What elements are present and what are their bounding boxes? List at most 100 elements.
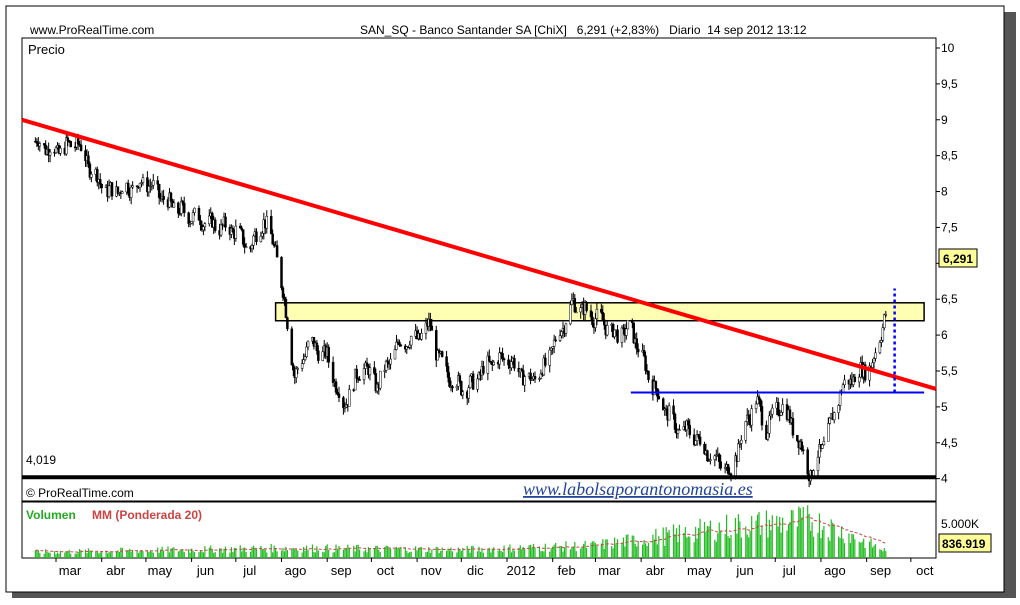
candle-body: [100, 184, 103, 189]
candle-body: [841, 384, 845, 393]
candle-body: [863, 364, 867, 381]
candle-body: [492, 361, 495, 366]
candle-body: [241, 229, 245, 245]
candle-body: [595, 309, 599, 320]
candle-body: [754, 403, 758, 409]
candle-body: [779, 412, 783, 416]
candle-body: [219, 223, 223, 236]
candle-body: [688, 424, 692, 436]
candle-body: [881, 327, 885, 341]
candle-body: [110, 182, 114, 197]
candle-body: [408, 344, 411, 348]
candle-body: [271, 233, 274, 245]
candle-body: [502, 358, 506, 361]
time-tick-label: may: [148, 563, 173, 578]
candle-body: [558, 335, 562, 341]
candle-body: [806, 449, 809, 475]
candle-body: [636, 348, 640, 353]
candle-body: [409, 335, 413, 346]
candle-body: [107, 185, 111, 197]
candle-body: [632, 322, 636, 344]
candle-body: [821, 444, 824, 449]
last-volume-label: 836.919: [942, 537, 986, 551]
candle-body: [131, 185, 134, 188]
candle-body: [180, 200, 183, 214]
candle-body: [199, 220, 202, 225]
candle-body: [280, 256, 283, 289]
candle-body: [379, 370, 382, 389]
time-tick-label: mar: [59, 563, 82, 578]
candle-body: [348, 389, 351, 407]
candle-body: [35, 141, 39, 144]
candle-body: [560, 331, 563, 337]
candle-body: [327, 346, 330, 363]
candle-body: [585, 302, 588, 312]
candle-body: [878, 342, 882, 354]
candle-body: [240, 227, 243, 230]
candle-body: [48, 151, 52, 156]
candle-body: [468, 375, 472, 389]
candle-body: [687, 420, 690, 426]
support-label: 4,019: [26, 453, 56, 467]
candle-body: [548, 349, 551, 366]
price-tick-label: 7,5: [941, 220, 958, 234]
candle-body: [838, 392, 842, 406]
candle-body: [750, 408, 753, 426]
candle-body: [342, 397, 345, 409]
candle-body: [281, 287, 285, 298]
candle-body: [87, 155, 90, 165]
candle-body: [321, 351, 325, 361]
candle-body: [389, 358, 392, 365]
candle-body: [642, 350, 646, 356]
candle-body: [337, 393, 341, 398]
watermark-link[interactable]: www.labolsaporantonomasia.es: [523, 479, 753, 499]
candle-body: [284, 298, 288, 318]
candle-body: [678, 429, 681, 431]
candle-body: [551, 346, 554, 349]
candle-body: [768, 415, 771, 434]
candle-body: [365, 362, 369, 367]
candle-body: [853, 376, 857, 383]
price-annotations: [274, 302, 925, 322]
candle-body: [69, 141, 72, 148]
candle-body: [147, 186, 151, 193]
candle-body: [575, 311, 578, 314]
candle-body: [294, 368, 298, 378]
candle-body: [169, 192, 173, 202]
candle-body: [430, 325, 434, 331]
candle-body: [440, 351, 444, 357]
candle-body: [757, 396, 761, 400]
candle-body: [471, 373, 475, 390]
candle-body: [98, 179, 102, 185]
candle-body: [259, 235, 263, 243]
candle-body: [603, 319, 606, 326]
candle-body: [126, 182, 130, 194]
candle-body: [616, 329, 619, 343]
trendline: [21, 117, 937, 391]
candle-body: [635, 338, 638, 350]
candle-body: [694, 440, 697, 445]
candle-body: [373, 367, 376, 374]
time-tick-label: abr: [106, 563, 125, 578]
chart-title: SAN_SQ - Banco Santander SA [ChiX] 6,291…: [360, 23, 807, 37]
candle-body: [393, 349, 397, 360]
candle-body: [569, 304, 572, 325]
candle-body: [698, 436, 702, 445]
candle-body: [197, 207, 201, 221]
price-tick-label: 8: [941, 185, 948, 199]
price-axis: 109,598,587,576,565,554,54: [936, 41, 958, 486]
time-tick-label: oct: [377, 563, 395, 578]
candle-body: [252, 235, 255, 246]
candle-body: [38, 143, 42, 147]
candle-body: [141, 177, 145, 183]
candle-body: [261, 232, 264, 237]
volume-legend: Volumen MM (Ponderada 20): [26, 508, 202, 522]
candle-body: [667, 405, 671, 421]
candle-body: [458, 375, 462, 382]
copyright-text: © ProRealTime.com: [26, 486, 134, 500]
price-tick-label: 6,5: [941, 292, 958, 306]
site-text[interactable]: www.ProRealTime.com: [29, 23, 154, 37]
time-axis: mar abr may jun jul ago sep oct nov dic 2012 feb mar…: [55, 558, 934, 578]
candle-body: [626, 319, 630, 330]
